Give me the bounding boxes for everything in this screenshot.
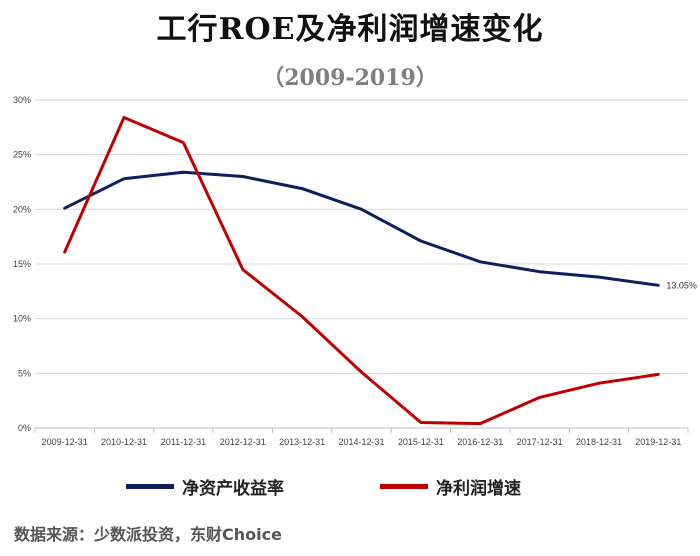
profit-growth-line-point <box>182 141 185 144</box>
x-tick-label: 2015-12-31 <box>398 437 444 447</box>
legend-label-profit: 净利润增速 <box>436 479 521 499</box>
profit-growth-line-point <box>63 250 66 254</box>
x-tick-label: 2019-12-31 <box>635 437 681 447</box>
x-tick-label: 2014-12-31 <box>338 437 384 447</box>
x-tick-label: 2012-12-31 <box>220 437 266 447</box>
y-tick-label: 20% <box>13 204 31 214</box>
roe-line-point <box>360 208 363 211</box>
legend-item-roe: 净资产收益率 <box>126 474 284 499</box>
roe-line-point <box>657 284 660 287</box>
profit-growth-line-point <box>597 381 601 385</box>
x-tick-label: 2018-12-31 <box>576 437 622 447</box>
profit-growth-line-point <box>122 116 126 119</box>
roe-line-point <box>122 177 126 180</box>
profit-growth-line-point <box>241 268 244 271</box>
profit-growth-line-point <box>538 396 541 399</box>
roe-line <box>63 170 660 287</box>
profit-growth-line-point <box>479 422 482 425</box>
legend: 净资产收益率 净利润增速 <box>0 474 700 500</box>
roe-line-point <box>182 170 185 174</box>
profit-growth-line-point <box>419 421 423 424</box>
profit-growth-line-point <box>300 315 304 318</box>
profit-growth-line-point <box>657 373 660 376</box>
roe-line-point <box>63 207 66 210</box>
y-tick-label: 25% <box>13 150 31 160</box>
roe-line-point <box>479 260 482 264</box>
chart-title: 工行ROE及净利润增速变化 <box>156 12 544 47</box>
y-tick-label: 15% <box>13 259 31 269</box>
roe-line-point <box>241 175 244 178</box>
profit-growth-line-point <box>360 371 363 374</box>
legend-item-profit: 净利润增速 <box>380 474 521 499</box>
x-tick-label: 2010-12-31 <box>101 437 147 447</box>
y-tick-label: 30% <box>13 95 31 105</box>
y-tick-label: 5% <box>18 368 31 378</box>
x-tick-label: 2011-12-31 <box>161 437 206 447</box>
chart-subtitle: （2009-2019） <box>262 65 438 91</box>
x-tick-label: 2013-12-31 <box>279 437 325 447</box>
roe-line-point <box>538 270 541 273</box>
y-tick-label: 10% <box>13 314 31 324</box>
roe-end-data-label: 13.05% <box>666 280 697 290</box>
profit-growth-line <box>63 116 660 426</box>
x-tick-label: 2017-12-31 <box>517 437 563 447</box>
x-tick-label: 2016-12-31 <box>457 437 503 447</box>
roe-line-point <box>419 239 423 243</box>
legend-label-roe: 净资产收益率 <box>182 479 284 499</box>
source-note: 数据来源：少数派投资，东财Choice <box>14 525 282 544</box>
y-tick-label: 0% <box>18 423 31 433</box>
roe-line-point <box>597 275 601 279</box>
legend-swatch-roe <box>126 484 174 489</box>
x-tick-label: 2009-12-31 <box>42 437 88 447</box>
roe-line-point <box>300 187 304 190</box>
legend-swatch-profit <box>380 484 428 489</box>
